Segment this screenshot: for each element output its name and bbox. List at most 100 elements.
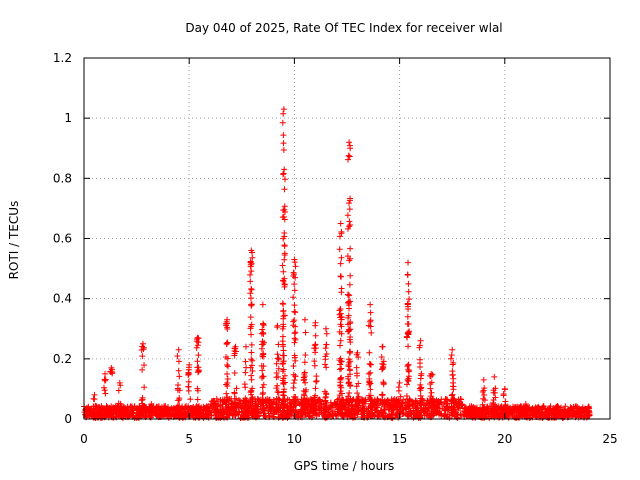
data-point [247, 295, 254, 302]
data-point [427, 393, 434, 400]
data-point [577, 406, 584, 413]
data-point [338, 273, 345, 280]
data-point [379, 412, 386, 419]
data-point [490, 399, 497, 406]
data-point [301, 316, 308, 323]
data-point [386, 412, 393, 419]
data-point [176, 395, 183, 402]
data-point [279, 361, 286, 368]
data-point [260, 381, 267, 388]
data-point [345, 375, 352, 382]
data-point [292, 309, 299, 316]
data-point [291, 330, 298, 337]
data-point [337, 409, 344, 416]
data-point [280, 343, 287, 350]
data-point [518, 410, 525, 417]
data-point [313, 407, 320, 414]
data-point [404, 403, 411, 410]
y-tick-label: 0 [64, 412, 72, 426]
data-point [291, 287, 298, 294]
data-point [403, 333, 410, 340]
data-point [539, 404, 546, 411]
data-point [139, 366, 146, 373]
data-point [450, 386, 457, 393]
data-point [346, 223, 353, 230]
data-point [274, 406, 281, 413]
data-point [295, 410, 302, 417]
data-point [248, 372, 255, 379]
data-point [459, 402, 466, 409]
data-point [223, 340, 230, 347]
data-point [227, 404, 234, 411]
data-point [243, 398, 250, 405]
data-point [248, 341, 255, 348]
data-point [281, 209, 288, 216]
data-point [542, 410, 549, 417]
data-point [291, 377, 298, 384]
y-tick-label: 1.2 [53, 51, 72, 65]
data-point [280, 321, 287, 328]
data-point [448, 392, 455, 399]
data-point [248, 302, 255, 309]
data-point [140, 344, 147, 351]
data-point [428, 399, 435, 406]
data-point [322, 356, 329, 363]
data-point [117, 400, 124, 407]
data-point [337, 260, 344, 267]
data-point [163, 408, 170, 415]
data-point [347, 339, 354, 346]
data-point [413, 398, 420, 405]
data-point [176, 407, 183, 414]
data-point [280, 140, 287, 147]
data-point [290, 362, 297, 369]
data-point [336, 328, 343, 335]
data-point [223, 381, 230, 388]
data-point [448, 400, 455, 407]
data-point [260, 351, 267, 358]
data-point [346, 379, 353, 386]
data-point [353, 383, 360, 390]
data-point [485, 410, 492, 417]
data-point [451, 413, 458, 420]
data-point [367, 410, 374, 417]
data-point [515, 412, 522, 419]
data-point [279, 377, 286, 384]
data-point [435, 399, 442, 406]
data-point [280, 315, 287, 322]
data-point [101, 387, 108, 394]
data-point [438, 410, 445, 417]
data-point [139, 340, 146, 347]
data-point [345, 328, 352, 335]
data-point [522, 400, 529, 407]
data-point [248, 376, 255, 383]
data-point [275, 395, 282, 402]
data-point [457, 411, 464, 418]
data-point [353, 364, 360, 371]
data-point [176, 412, 183, 419]
data-point [355, 398, 362, 405]
data-point [323, 400, 330, 407]
data-point [517, 403, 524, 410]
data-point [539, 412, 546, 419]
data-point [436, 405, 443, 412]
data-point [134, 412, 141, 419]
data-point [280, 147, 287, 154]
data-point [281, 386, 288, 393]
data-point [291, 281, 298, 288]
data-point [433, 404, 440, 411]
data-point [347, 221, 354, 228]
data-point [258, 397, 265, 404]
data-point [404, 381, 411, 388]
data-point [562, 403, 569, 410]
data-point [368, 329, 375, 336]
data-point [91, 409, 98, 416]
data-point [573, 403, 580, 410]
data-point [258, 374, 265, 381]
data-point [585, 403, 592, 410]
data-point [365, 322, 372, 329]
data-point [247, 278, 254, 285]
data-point [259, 398, 266, 405]
data-point [344, 212, 351, 219]
data-point [441, 407, 448, 414]
